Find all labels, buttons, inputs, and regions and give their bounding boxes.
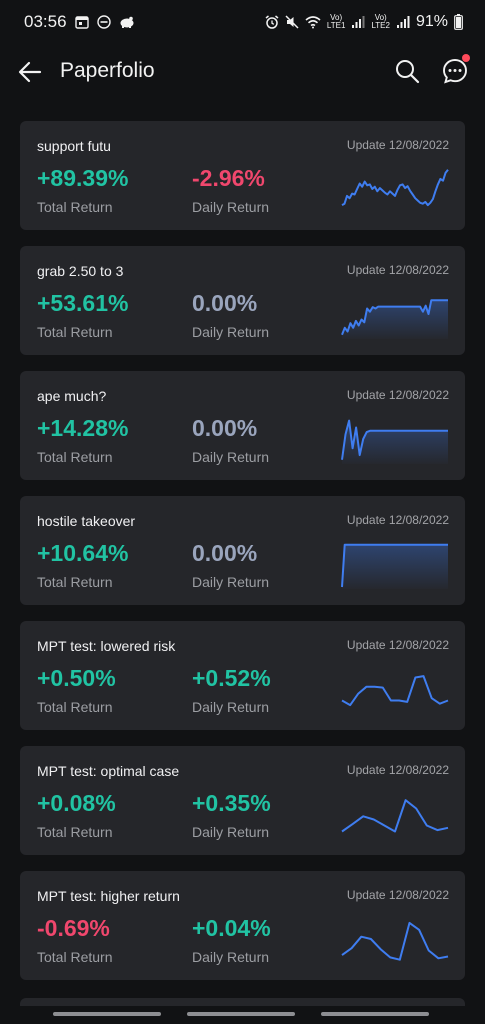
- total-return-label: Total Return: [37, 699, 113, 715]
- search-icon[interactable]: [394, 58, 420, 84]
- update-date: Update 12/08/2022: [346, 138, 449, 152]
- portfolio-card[interactable]: hostile takeover Update 12/08/2022 +10.64%…: [20, 496, 465, 605]
- sparkline-chart: [341, 675, 449, 707]
- daily-return-label: Daily Return: [192, 449, 270, 465]
- sparkline-chart: [341, 419, 448, 464]
- sparkline-chart: [341, 543, 448, 589]
- portfolio-name: MPT test: optimal case: [37, 763, 180, 779]
- sparkline-line: [341, 419, 448, 460]
- piggy-bank-icon: [120, 16, 134, 28]
- total-return-value: +89.39%: [37, 165, 129, 191]
- daily-return-label: Daily Return: [192, 199, 270, 215]
- nav-home-button[interactable]: [187, 1012, 295, 1016]
- do-not-disturb-icon: [96, 15, 111, 29]
- mute-icon: [285, 15, 299, 29]
- sparkline-chart: [341, 921, 449, 961]
- total-return-value: +0.08%: [37, 790, 116, 816]
- signal-2-icon: [396, 16, 410, 28]
- wifi-icon: [305, 16, 321, 29]
- nav-recents-button[interactable]: [53, 1012, 161, 1016]
- app-bar: Paperfolio: [0, 44, 485, 100]
- portfolio-list: support futu Update 12/08/2022 +89.39% Tota…: [20, 121, 465, 996]
- portfolio-name: MPT test: higher return: [37, 888, 180, 904]
- portfolio-name: hostile takeover: [37, 513, 136, 529]
- update-date: Update 12/08/2022: [346, 513, 449, 527]
- daily-return-value: -2.96%: [192, 165, 265, 191]
- sparkline-line: [341, 543, 448, 588]
- portfolio-name: support futu: [37, 138, 111, 154]
- calendar-icon: [74, 16, 89, 29]
- daily-return-label: Daily Return: [192, 949, 270, 965]
- battery-percent: 91%: [415, 13, 448, 30]
- total-return-value: +10.64%: [37, 540, 129, 566]
- total-return-label: Total Return: [37, 199, 113, 215]
- total-return-value: +14.28%: [37, 415, 129, 441]
- portfolio-name: grab 2.50 to 3: [37, 263, 124, 279]
- sparkline-chart: [341, 799, 449, 833]
- sparkline-line: [341, 299, 448, 336]
- portfolio-card[interactable]: ape much? Update 12/08/2022 +14.28% Total R…: [20, 371, 465, 480]
- daily-return-value: +0.52%: [192, 665, 271, 691]
- portfolio-card[interactable]: grab 2.50 to 3 Update 12/08/2022 +53.61% To…: [20, 246, 465, 355]
- total-return-label: Total Return: [37, 324, 113, 340]
- sparkline-line: [341, 169, 449, 207]
- battery-icon: [454, 14, 463, 30]
- daily-return-value: +0.35%: [192, 790, 271, 816]
- total-return-label: Total Return: [37, 574, 113, 590]
- sparkline-line: [341, 921, 449, 961]
- daily-return-label: Daily Return: [192, 699, 270, 715]
- sparkline-chart: [341, 169, 449, 207]
- daily-return-value: +0.04%: [192, 915, 271, 941]
- total-return-label: Total Return: [37, 449, 113, 465]
- chat-bubble-icon[interactable]: [441, 57, 469, 85]
- daily-return-value: 0.00%: [192, 540, 258, 566]
- portfolio-card[interactable]: MPT test: lowered risk Update 12/08/2022 +…: [20, 621, 465, 730]
- total-return-value: +0.50%: [37, 665, 116, 691]
- update-date: Update 12/08/2022: [346, 263, 449, 277]
- daily-return-value: 0.00%: [192, 290, 258, 316]
- portfolio-name: ape much?: [37, 388, 107, 404]
- status-time: 03:56: [24, 12, 67, 31]
- alarm-icon: [265, 15, 279, 29]
- lte1-indicator: Vo) LTE1: [326, 13, 346, 30]
- total-return-label: Total Return: [37, 949, 113, 965]
- update-date: Update 12/08/2022: [346, 888, 449, 902]
- portfolio-card[interactable]: MPT test: higher return Update 12/08/2022…: [20, 871, 465, 980]
- signal-1-icon: [352, 16, 365, 28]
- daily-return-value: 0.00%: [192, 415, 258, 441]
- total-return-label: Total Return: [37, 824, 113, 840]
- notification-dot: [462, 54, 470, 62]
- total-return-value: -0.69%: [37, 915, 110, 941]
- total-return-value: +53.61%: [37, 290, 129, 316]
- sparkline-line: [341, 675, 449, 707]
- status-bar: 03:56 Vo) LTE1 Vo) LTE2 91%: [0, 0, 485, 44]
- daily-return-label: Daily Return: [192, 574, 270, 590]
- portfolio-name: MPT test: lowered risk: [37, 638, 176, 654]
- update-date: Update 12/08/2022: [346, 388, 449, 402]
- back-arrow-icon[interactable]: [16, 58, 44, 86]
- sparkline-line: [341, 799, 449, 833]
- portfolio-card[interactable]: MPT test: optimal case Update 12/08/2022 +…: [20, 746, 465, 855]
- portfolio-card[interactable]: support futu Update 12/08/2022 +89.39% Tota…: [20, 121, 465, 230]
- sparkline-chart: [341, 299, 448, 339]
- daily-return-label: Daily Return: [192, 324, 270, 340]
- page-title: Paperfolio: [60, 59, 155, 82]
- daily-return-label: Daily Return: [192, 824, 270, 840]
- update-date: Update 12/08/2022: [346, 763, 449, 777]
- nav-back-button[interactable]: [321, 1012, 429, 1016]
- lte2-indicator: Vo) LTE2: [371, 13, 390, 30]
- update-date: Update 12/08/2022: [346, 638, 449, 652]
- sparkline-area: [342, 544, 448, 589]
